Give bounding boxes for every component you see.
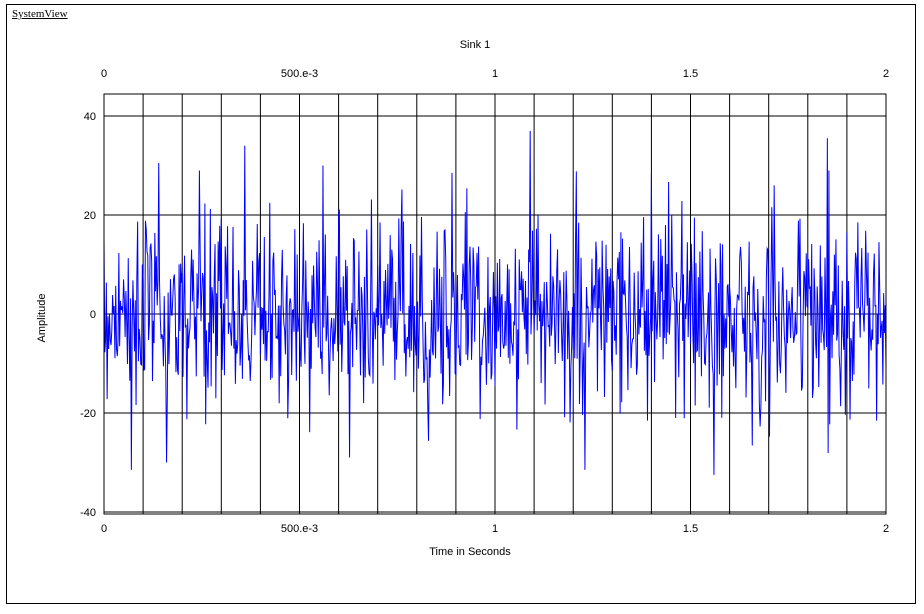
y-tick-label: 40 bbox=[84, 111, 96, 123]
bottom-axis: 0 500.e-3 1 1.5 2 bbox=[101, 523, 889, 535]
x-tick-label: 0 bbox=[101, 523, 107, 535]
x-tick-label: 1 bbox=[492, 523, 498, 535]
y-tick-label: -40 bbox=[80, 507, 96, 519]
top-tick-label: 1.5 bbox=[683, 68, 698, 80]
top-tick-label: 2 bbox=[883, 68, 889, 80]
top-axis: 0 500.e-3 1 1.5 2 bbox=[101, 68, 889, 80]
top-tick-label: 0 bbox=[101, 68, 107, 80]
y-tick-label: 0 bbox=[90, 309, 96, 321]
x-tick-label: 2 bbox=[883, 523, 889, 535]
chart-title: Sink 1 bbox=[460, 39, 491, 51]
top-tick-label: 1 bbox=[492, 68, 498, 80]
app-title[interactable]: SystemView bbox=[12, 8, 68, 20]
top-tick-label: 500.e-3 bbox=[281, 68, 318, 80]
y-tick-label: -20 bbox=[80, 408, 96, 420]
y-tick-label: 20 bbox=[84, 210, 96, 222]
x-tick-label: 500.e-3 bbox=[281, 523, 318, 535]
series-line bbox=[103, 130, 887, 475]
x-tick-label: 1.5 bbox=[683, 523, 698, 535]
x-axis-label: Time in Seconds bbox=[429, 546, 511, 558]
plot-area-border bbox=[103, 93, 887, 515]
y-axis-label: Amplitude bbox=[36, 294, 48, 343]
y-axis: 40 20 0 -20 -40 bbox=[80, 111, 96, 519]
